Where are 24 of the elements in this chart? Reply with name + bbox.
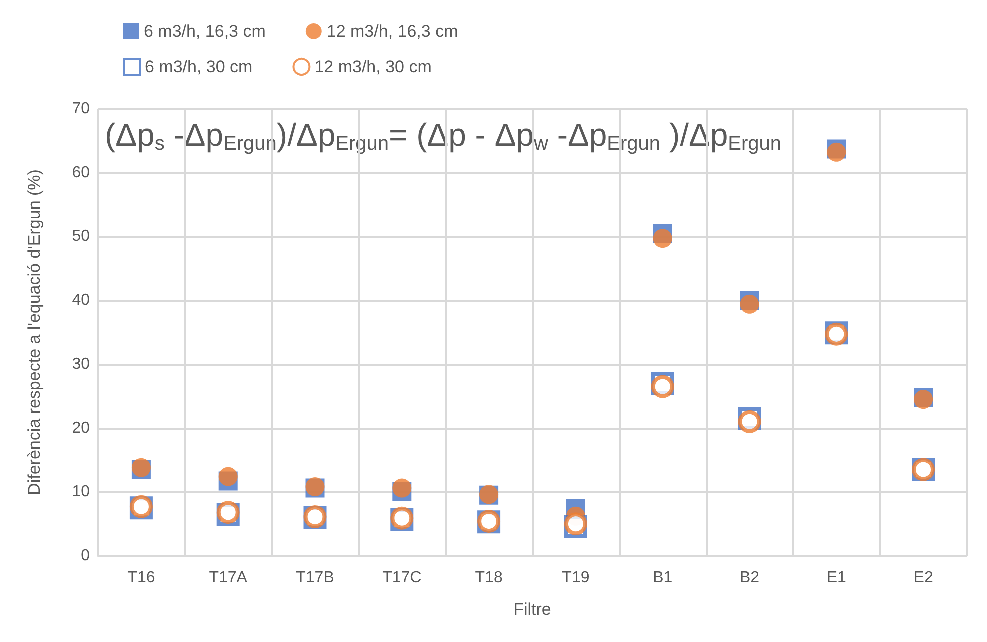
legend-label: 12 m3/h, 30 cm [314,58,432,76]
y-tick-label: 50 [72,228,90,246]
x-tick-label: B1 [653,570,673,586]
y-tick-label: 20 [72,420,90,437]
legend-label: 12 m3/h, 16,3 cm [326,22,458,41]
y-axis-title: Diferència respecte a l'equació d'Ergun (%) [25,170,44,496]
legend-label: 6 m3/h, 16,3 cm [144,22,266,41]
y-tick-label: 70 [72,100,90,118]
x-tick-label: T18 [475,570,503,586]
x-tick-label: T17A [209,570,248,586]
y-tick-label: 10 [72,484,90,501]
legend-label: 6 m3/h, 30 cm [145,58,253,76]
y-tick-label: 30 [72,356,90,373]
x-tick-label: T17B [296,570,334,586]
x-axis-title: Filtre [514,600,552,619]
y-tick-label: 0 [81,548,90,564]
x-tick-label: T17C [382,570,422,586]
x-tick-label: B2 [740,570,760,586]
x-tick-label: E2 [914,570,934,586]
y-tick-label: 40 [72,292,90,310]
y-tick-label: 60 [72,164,90,182]
x-tick-label: T16 [128,570,156,586]
x-tick-label: E1 [826,570,847,586]
x-tick-label: T19 [562,570,590,586]
